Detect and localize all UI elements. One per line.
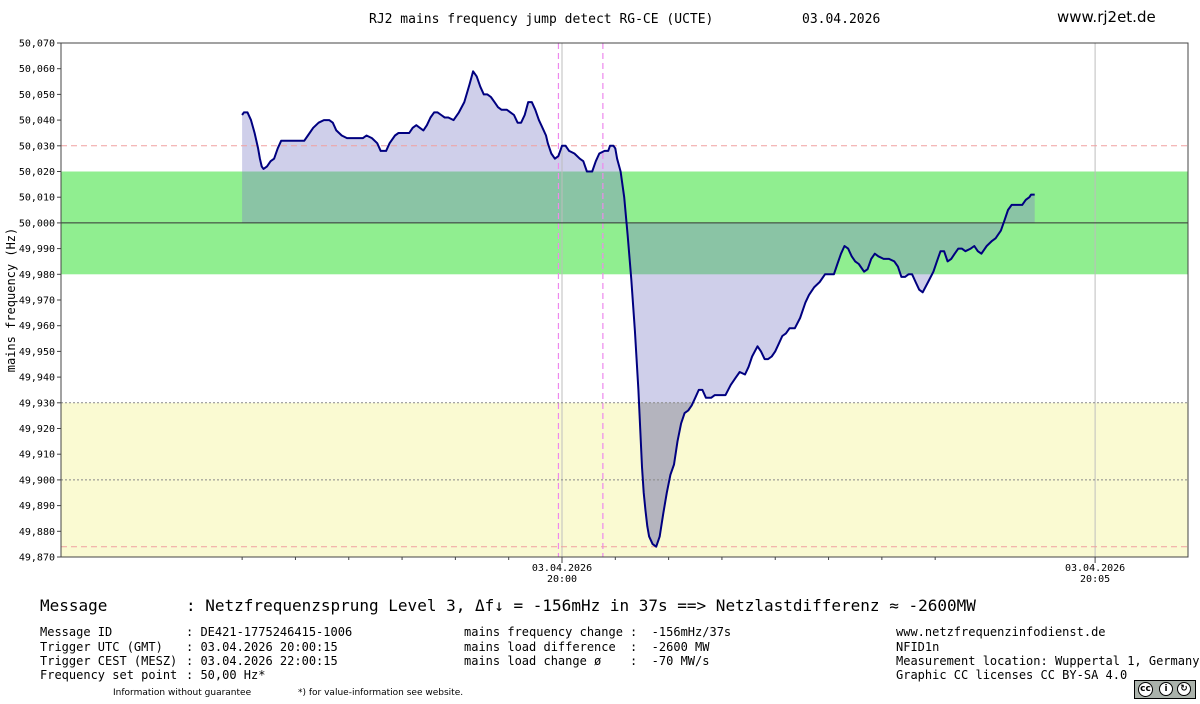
- y-tick-label: 50,040: [19, 116, 55, 127]
- y-tick-label: 50,000: [19, 218, 55, 229]
- detail-label-load-diff: mains load difference: [464, 640, 616, 654]
- y-tick-label: 50,010: [19, 193, 55, 204]
- y-tick-label: 49,890: [19, 501, 55, 512]
- y-tick-label: 49,970: [19, 296, 55, 307]
- y-tick-label: 49,910: [19, 450, 55, 461]
- x-tick-time-label: 20:00: [547, 574, 577, 585]
- footer-note: *) for value-information see website.: [298, 688, 464, 698]
- detail-value-freq-change: : -156mHz/37s: [630, 625, 732, 639]
- chart-title: RJ2 mains frequency jump detect RG-CE (U…: [369, 12, 714, 27]
- info-license: Graphic CC licenses CC BY-SA 4.0: [896, 668, 1128, 682]
- detail-value-setpoint: : 50,00 Hz*: [186, 668, 266, 682]
- x-tick-time-label: 20:05: [1080, 574, 1110, 585]
- y-tick-label: 50,030: [19, 141, 55, 152]
- info-website[interactable]: www.netzfrequenzinfodienst.de: [896, 625, 1106, 639]
- detail-label-setpoint: Frequency set point: [40, 668, 178, 682]
- alert-area-fill: [640, 402, 692, 547]
- cc-icon: cc: [1138, 682, 1153, 697]
- detail-value-load-change: : -70 MW/s: [630, 654, 710, 668]
- x-tick-date-label: 03.04.2026: [532, 563, 592, 574]
- detail-label-load-change: mains load change ø: [464, 654, 602, 668]
- header-date: 03.04.2026: [802, 12, 881, 27]
- y-tick-label: 49,930: [19, 398, 55, 409]
- detail-label-message-id: Message ID: [40, 625, 113, 639]
- by-icon: i: [1159, 682, 1173, 696]
- y-axis-label: mains frequency (Hz): [4, 228, 18, 373]
- message-text: : Netzfrequenzsprung Level 3, Δf↓ = -156…: [186, 596, 976, 615]
- detail-label-trigger-cest: Trigger CEST (MESZ): [40, 654, 178, 668]
- detail-label-freq-change: mains frequency change: [464, 625, 623, 639]
- y-tick-label: 49,900: [19, 475, 55, 486]
- y-tick-label: 50,070: [19, 39, 55, 50]
- y-tick-label: 50,060: [19, 64, 55, 75]
- detail-value-trigger-cest: : 03.04.2026 22:00:15: [186, 654, 338, 668]
- x-tick-date-label: 03.04.2026: [1065, 563, 1125, 574]
- y-tick-label: 50,050: [19, 90, 55, 101]
- site-url[interactable]: www.rj2et.de: [1057, 8, 1156, 26]
- series-area-fill: [242, 71, 1035, 547]
- y-tick-label: 49,950: [19, 347, 55, 358]
- y-tick-label: 50,020: [19, 167, 55, 178]
- y-tick-label: 49,940: [19, 373, 55, 384]
- sa-icon: ↻: [1177, 682, 1191, 696]
- detail-label-trigger-utc: Trigger UTC (GMT): [40, 640, 163, 654]
- footer-guarantee: Information without guarantee: [113, 688, 252, 698]
- y-tick-label: 49,870: [19, 553, 55, 564]
- info-location: Measurement location: Wuppertal 1, Germa…: [896, 654, 1200, 668]
- y-tick-label: 49,990: [19, 244, 55, 255]
- message-label: Message: [40, 596, 108, 615]
- band-alert: [61, 402, 1188, 557]
- frequency-line: [241, 70, 1035, 548]
- cc-license-badge[interactable]: cc i ↻: [1134, 680, 1196, 699]
- y-tick-label: 49,920: [19, 424, 55, 435]
- info-nfid: NFID1n: [896, 640, 940, 654]
- y-tick-label: 49,880: [19, 527, 55, 538]
- detail-value-message-id: : DE421-1775246415-1006: [186, 625, 353, 639]
- y-tick-label: 49,960: [19, 321, 55, 332]
- detail-value-load-diff: : -2600 MW: [630, 640, 710, 654]
- detail-value-trigger-utc: : 03.04.2026 20:00:15: [186, 640, 338, 654]
- y-tick-label: 49,980: [19, 270, 55, 281]
